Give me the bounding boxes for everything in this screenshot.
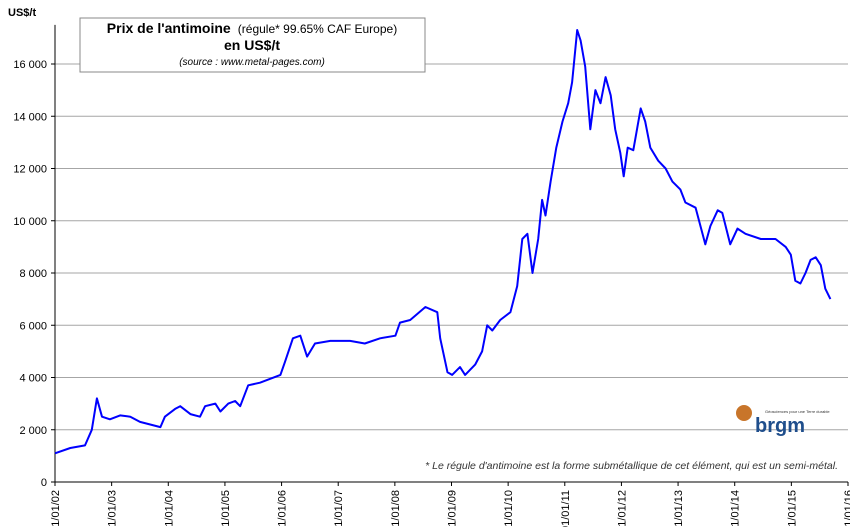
title-box [79, 17, 426, 73]
y-tick-label: 8 000 [19, 268, 47, 280]
x-tick-label: 01/01/10 [503, 490, 515, 527]
plot: 0 2 000 4 000 6 000 8 000 10 000 12 000 14 000 1… [13, 24, 850, 527]
y-tick-label: 10 000 [13, 216, 47, 228]
chart-subtitle: en US$/t [224, 37, 280, 53]
x-tick-label: 01/01/16 [843, 490, 850, 527]
y-tick-label: 6 000 [19, 320, 47, 332]
y-axis-label: US$/t [8, 7, 36, 19]
x-tick-label: 01/01/05 [220, 490, 232, 527]
y-tick-label: 4 000 [19, 373, 47, 385]
x-tick-label: 01/01/12 [616, 490, 628, 527]
x-tick-label: 01/01/14 [730, 490, 742, 527]
x-tick-label: 01/01/11 [560, 490, 572, 527]
y-tick-label: 0 [41, 477, 47, 489]
x-tick-label: 01/01/15 [786, 490, 798, 527]
source: (source : www.metal-pages.com) [179, 57, 325, 68]
chart-title: Prix de l'antimoine [107, 20, 231, 36]
x-tick-label: 01/01/13 [673, 490, 685, 527]
x-tick-label: 01/01/08 [390, 490, 402, 527]
x-tick-label: 01/01/02 [50, 490, 62, 527]
y-tick-label: 14 000 [13, 111, 47, 123]
x-tick-label: 01/01/03 [107, 490, 119, 527]
logo-icon [736, 405, 752, 421]
x-tick-label: 01/01/06 [277, 490, 289, 527]
x-tick-label: 01/01/07 [333, 490, 345, 527]
logo-tagline: Géosciences pour une Terre durable [765, 409, 830, 414]
price-line [54, 29, 832, 455]
logo-text: brgm [755, 415, 805, 437]
y-tick-label: 2 000 [19, 425, 47, 437]
x-tick-label: 01/01/04 [163, 490, 175, 527]
footnote: * Le régule d'antimoine est la forme sub… [425, 460, 838, 472]
title-line: Prix de l'antimoine (régule* 99.65% CAF … [107, 20, 397, 36]
x-tick-label: 01/01/09 [447, 490, 459, 527]
title-detail: (régule* 99.65% CAF Europe) [238, 22, 397, 36]
y-tick-label: 16 000 [13, 59, 47, 71]
logo: Géosciences pour une Terre durable brgm [736, 405, 830, 437]
y-tick-label: 12 000 [13, 164, 47, 176]
